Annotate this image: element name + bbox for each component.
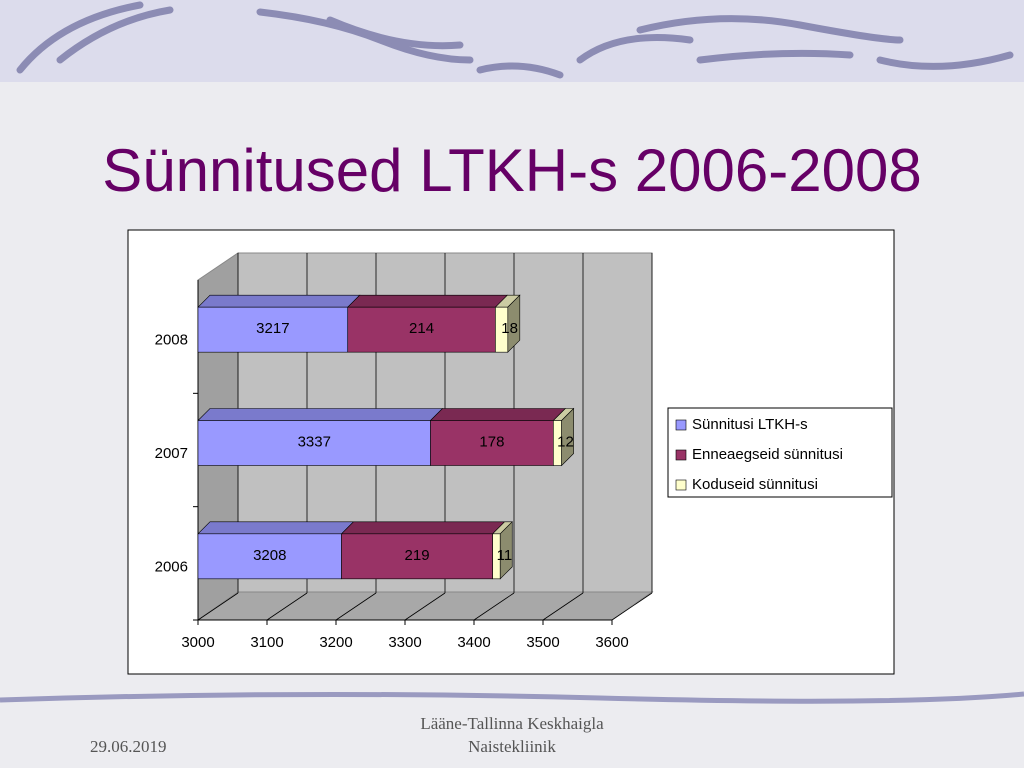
legend-label: Sünnitusi LTKH-s <box>692 416 808 433</box>
legend <box>667 407 893 498</box>
bar-side <box>561 407 574 467</box>
footer-org: Lääne-Tallinna Keskhaigla <box>420 714 604 733</box>
data-label: 3337 <box>298 433 331 450</box>
bar <box>197 420 431 466</box>
x-tick-label: 3400 <box>457 634 490 651</box>
bar-top <box>197 408 444 421</box>
legend-swatch <box>675 479 687 491</box>
data-label: 11 <box>497 547 513 564</box>
bar-top <box>340 521 506 535</box>
floor <box>196 591 654 621</box>
bar <box>197 533 342 580</box>
grid-line <box>473 592 515 621</box>
y-tick-label: 2006 <box>155 558 188 575</box>
data-label: 12 <box>557 433 574 450</box>
data-label: 3208 <box>253 547 286 564</box>
bar-top <box>429 408 567 421</box>
grid-line <box>404 592 446 621</box>
bar-top <box>197 521 355 535</box>
bar <box>430 420 554 466</box>
legend-label: Koduseid sünnitusi <box>692 476 818 493</box>
data-label: 214 <box>409 320 434 337</box>
grid-line <box>611 592 653 621</box>
data-label: 178 <box>479 433 504 450</box>
legend-swatch <box>675 449 687 461</box>
grid-line <box>335 592 377 621</box>
data-label: 3217 <box>256 320 289 337</box>
grid-line <box>266 592 308 621</box>
x-tick-label: 3200 <box>319 634 352 651</box>
slide-title: Sünnitused LTKH-s 2006-2008 <box>102 137 921 204</box>
data-label: 18 <box>501 320 518 337</box>
data-label: 219 <box>405 547 430 564</box>
y-tick-label: 2007 <box>155 445 188 462</box>
legend-label: Enneaegseid sünnitusi <box>692 446 843 463</box>
bar <box>341 533 493 580</box>
x-tick-label: 3300 <box>388 634 421 651</box>
plot: 3000 3100 3200 3300 3400 3500 3600 2006 3208 219 1… <box>155 253 653 651</box>
bar-top <box>347 294 509 308</box>
bar-side <box>499 521 513 580</box>
x-tick-label: 3100 <box>250 634 283 651</box>
bar-top <box>197 294 361 308</box>
grid-line <box>197 592 239 621</box>
bar <box>197 306 349 353</box>
legend-swatch <box>675 419 687 431</box>
footer-org: Naistekliinik <box>468 737 556 756</box>
bar-side <box>507 294 521 353</box>
footer-rule <box>0 691 1024 704</box>
y-tick-label: 2008 <box>155 332 188 349</box>
grid-line <box>542 592 584 621</box>
x-tick-label: 3600 <box>595 634 628 651</box>
x-tick-label: 3500 <box>526 634 559 651</box>
x-tick-label: 3000 <box>181 634 214 651</box>
footer-date: 29.06.2019 <box>90 737 167 756</box>
banner-swirls <box>16 1 1014 79</box>
